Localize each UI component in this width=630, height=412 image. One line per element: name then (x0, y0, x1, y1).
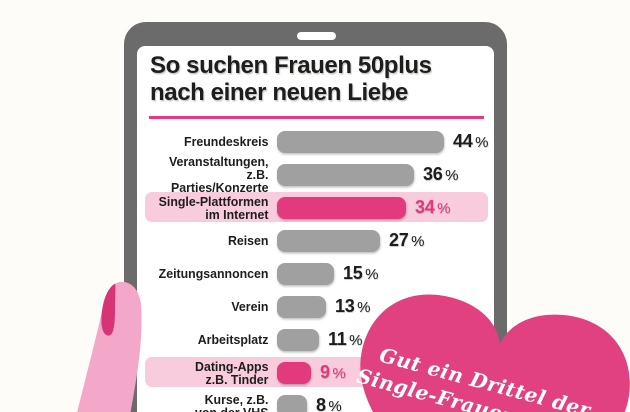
category-label: Kurse, z.B. von der VHS (195, 391, 269, 412)
category-label: Dating-Apps z.B. Tinder (195, 358, 269, 387)
page-title: So suchen Frauen 50plus nach einer neuen… (150, 52, 490, 106)
finger-shape (77, 281, 142, 412)
chart-row: Veranstaltungen, z.B. Parties/Konzerte 36 … (137, 154, 494, 195)
bar (277, 295, 326, 318)
value-label: 15 % (343, 263, 379, 283)
bar (277, 328, 319, 351)
bar-chart-rows: Freundeskreis 44 % Veranstaltungen, z.B. Pa… (137, 125, 494, 412)
category-label: Freundeskreis (184, 134, 269, 149)
bar (277, 229, 380, 252)
value-label: 44 % (453, 131, 489, 151)
tablet-speaker-slot-icon (297, 32, 336, 40)
chart-row: Reisen 27 % (137, 224, 494, 257)
category-label: Single-Plattformen im Internet (158, 193, 269, 222)
bar (277, 262, 334, 285)
page-title-line-1: So suchen Frauen 50plus (150, 52, 432, 79)
chart-row: Kurse, z.B. von der VHS 8 % (137, 389, 494, 412)
title-underline (149, 116, 484, 119)
value-label: 8 % (316, 395, 342, 412)
chart-row: Zeitungsannoncen 15 % (137, 257, 494, 290)
category-label: Zeitungsannoncen (158, 266, 269, 281)
fingernail-icon (101, 283, 116, 336)
value-label: 13 % (335, 296, 371, 316)
value-label: 9 % (320, 362, 346, 382)
heart-badge: Gut ein Drittel der Single-Frauen 50plus… (354, 292, 630, 412)
chart-row: Freundeskreis 44 % (137, 125, 494, 158)
heart-icon (360, 294, 630, 412)
value-label: 36 % (423, 164, 459, 184)
value-label: 27 % (389, 230, 425, 250)
hand-finger-illustration (77, 281, 142, 412)
value-label: 11 % (328, 329, 363, 349)
category-label: Veranstaltungen, z.B. Parties/Konzerte (168, 154, 269, 195)
chart-row: Arbeitsplatz 11 % (137, 323, 494, 356)
bar (277, 196, 406, 219)
bar (277, 130, 444, 153)
value-label: 34 % (415, 197, 451, 217)
page-title-line-2: nach einer neuen Liebe (150, 79, 408, 106)
chart-row: Single-Plattformen im Internet 34 % (137, 191, 494, 224)
category-label: Verein (231, 299, 269, 314)
bar (277, 394, 307, 412)
bar (277, 361, 311, 384)
category-label: Reisen (227, 233, 269, 248)
category-label: Arbeitsplatz (197, 332, 269, 347)
chart-row: Verein 13 % (137, 290, 494, 323)
bar (277, 163, 414, 186)
